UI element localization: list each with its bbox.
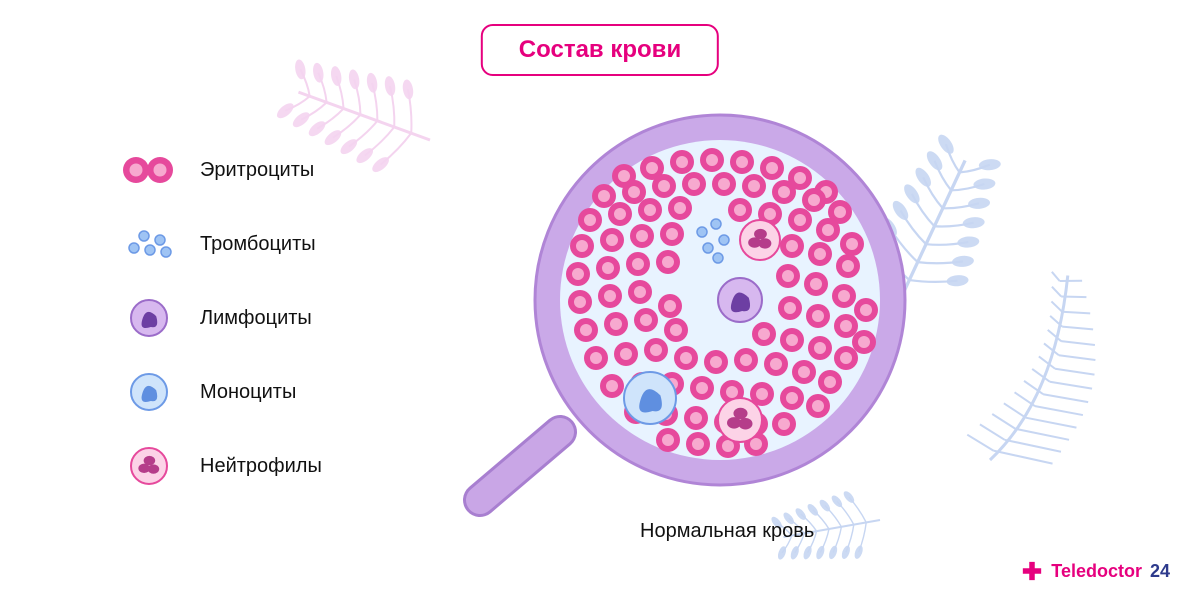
legend-label: Тромбоциты bbox=[200, 233, 316, 256]
legend-label: Лимфоциты bbox=[200, 307, 312, 330]
legend-row-neutrophil: Нейтрофилы bbox=[120, 446, 322, 486]
legend-row-lymphocyte: Лимфоциты bbox=[120, 298, 322, 338]
legend-row-monocyte: Моноциты bbox=[120, 372, 322, 412]
legend-row-erythrocyte: Эритроциты bbox=[120, 150, 322, 190]
caption: Нормальная кровь bbox=[640, 520, 814, 543]
title-box: Состав крови bbox=[481, 24, 719, 76]
brand-cross-icon bbox=[1021, 560, 1043, 582]
brand-name: Teledoctor bbox=[1051, 561, 1142, 582]
brand-suffix: 24 bbox=[1150, 561, 1170, 582]
infographic-stage: Состав крови Эритроциты Тромбоциты Лимфоци… bbox=[0, 0, 1200, 600]
monocyte-icon bbox=[120, 372, 178, 412]
legend-label: Эритроциты bbox=[200, 159, 314, 182]
legend: Эритроциты Тромбоциты Лимфоциты Моноциты Ней… bbox=[120, 150, 322, 486]
lymphocyte-icon bbox=[120, 298, 178, 338]
erythrocyte-icon bbox=[120, 150, 178, 190]
legend-label: Нейтрофилы bbox=[200, 455, 322, 478]
legend-label: Моноциты bbox=[200, 381, 296, 404]
brand-logo: Teledoctor 24 bbox=[1021, 560, 1170, 582]
neutrophil-icon bbox=[120, 446, 178, 486]
platelet-icon bbox=[120, 224, 178, 264]
legend-row-platelet: Тромбоциты bbox=[120, 224, 322, 264]
